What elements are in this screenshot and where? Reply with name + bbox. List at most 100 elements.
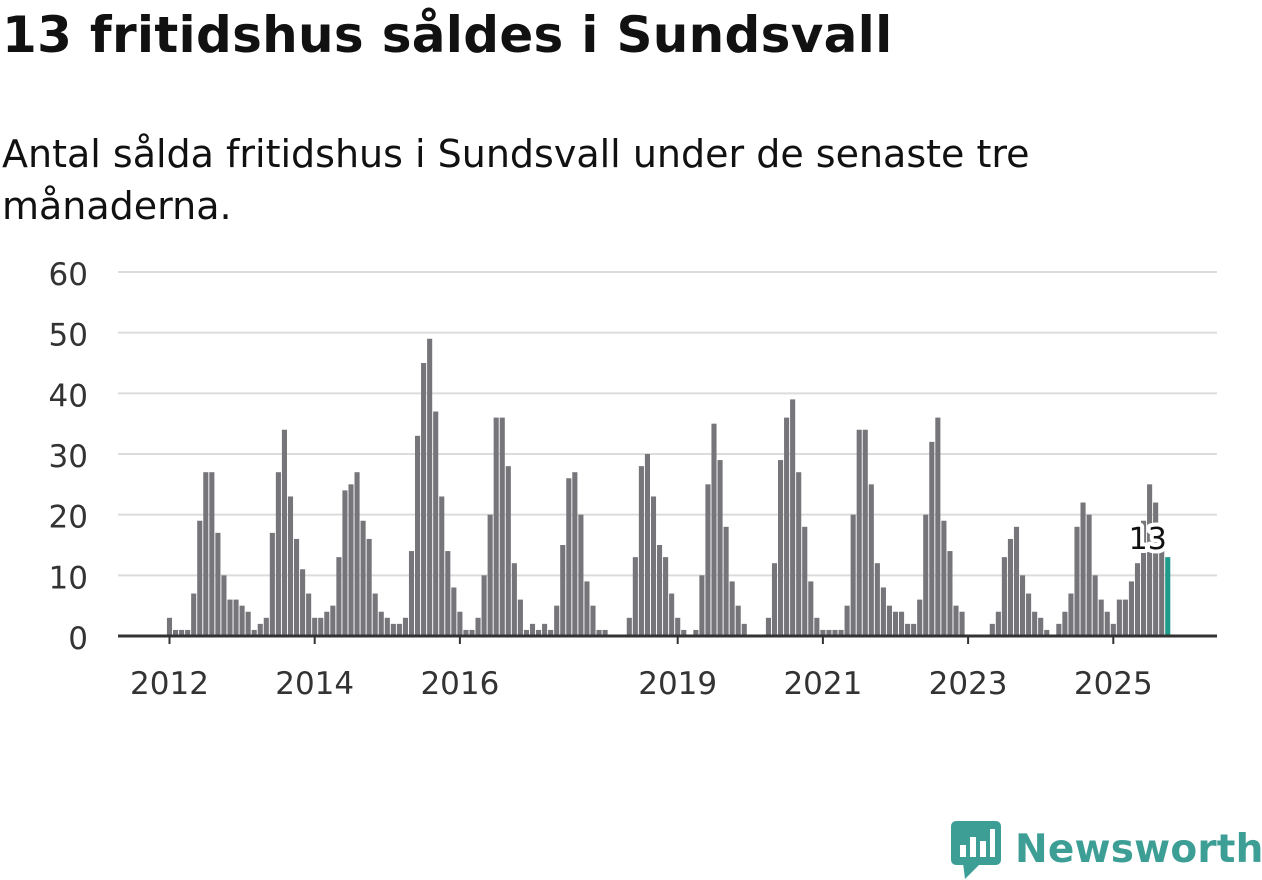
bar <box>784 417 790 636</box>
bar <box>729 581 735 636</box>
bar <box>439 496 445 636</box>
bar <box>947 551 953 636</box>
bar <box>457 611 463 636</box>
brand-logo: Newsworthy <box>951 818 1262 880</box>
bar <box>959 611 965 636</box>
bar <box>197 520 203 636</box>
bar <box>354 472 360 636</box>
bar <box>203 472 209 636</box>
bar-highlight <box>1165 557 1171 636</box>
bar <box>245 611 251 636</box>
bar <box>911 623 917 636</box>
x-tick-label: 2023 <box>929 666 1008 702</box>
bar <box>1147 484 1153 636</box>
bar <box>191 593 197 636</box>
bar <box>529 623 536 636</box>
bar <box>342 490 348 636</box>
bar <box>548 629 554 636</box>
bar <box>1110 623 1116 636</box>
bar <box>1098 599 1104 636</box>
bar <box>905 623 911 636</box>
x-tick-label: 2025 <box>1074 666 1153 702</box>
bar <box>511 563 517 636</box>
bar <box>820 629 826 636</box>
bar <box>741 623 747 636</box>
bar <box>832 629 838 636</box>
bar <box>1128 581 1134 636</box>
bar <box>850 514 856 636</box>
bar <box>602 629 608 636</box>
bar <box>705 484 711 636</box>
bar <box>542 623 548 636</box>
bar <box>1134 563 1141 636</box>
bar <box>584 581 590 636</box>
bar <box>1062 611 1068 636</box>
y-tick-label: 20 <box>49 500 88 536</box>
bar <box>1020 575 1026 636</box>
bar <box>487 514 493 636</box>
bar <box>1001 557 1007 636</box>
bar <box>1056 623 1062 636</box>
bar <box>929 441 935 636</box>
bar <box>632 557 638 636</box>
bar <box>269 532 275 636</box>
bar <box>173 629 179 636</box>
bar <box>1074 526 1080 636</box>
bar <box>560 545 566 636</box>
bar <box>941 520 947 636</box>
bar <box>735 605 741 636</box>
bar <box>923 514 929 636</box>
bar <box>1026 593 1032 636</box>
bar <box>300 569 306 636</box>
y-tick-label: 40 <box>49 378 88 414</box>
bar <box>306 593 312 636</box>
chart-title: 13 fritidshus såldes i Sundsvall <box>2 6 893 64</box>
bar <box>275 472 281 636</box>
bar <box>1104 611 1110 636</box>
bar <box>1013 526 1020 636</box>
bar <box>953 605 959 636</box>
bar <box>239 605 245 636</box>
bar <box>287 496 294 636</box>
bar <box>251 629 257 636</box>
bar <box>1038 617 1044 636</box>
bar <box>445 551 451 636</box>
bar <box>681 629 687 636</box>
bar <box>626 617 632 636</box>
bar <box>281 429 287 636</box>
bar <box>663 557 669 636</box>
bar <box>899 611 905 636</box>
x-tick-label: 2012 <box>130 666 209 702</box>
bar <box>650 496 657 636</box>
bar <box>402 617 408 636</box>
bar <box>384 617 390 636</box>
bar <box>917 599 923 636</box>
bar <box>257 623 263 636</box>
bar <box>699 575 705 636</box>
bar <box>312 617 318 636</box>
bar <box>215 532 221 636</box>
bar <box>868 484 874 636</box>
data-label: 13 <box>1129 522 1167 557</box>
bar <box>378 611 384 636</box>
data-label-halo: 13 <box>1129 522 1167 557</box>
bar <box>554 605 560 636</box>
bar <box>499 417 505 636</box>
bar <box>523 629 529 636</box>
bar <box>263 617 269 636</box>
brand-name: Newsworthy <box>1015 826 1262 872</box>
bar <box>493 417 499 636</box>
bar <box>366 538 372 636</box>
bar <box>826 629 832 636</box>
bar <box>644 454 650 636</box>
x-tick-label: 2019 <box>638 666 717 702</box>
bar <box>566 478 572 636</box>
bar <box>451 587 457 636</box>
bar <box>536 629 542 636</box>
bar <box>348 484 354 636</box>
bar <box>408 551 415 636</box>
bar <box>802 526 808 636</box>
bar <box>318 617 324 636</box>
bar <box>433 411 439 636</box>
bar <box>1080 502 1086 636</box>
